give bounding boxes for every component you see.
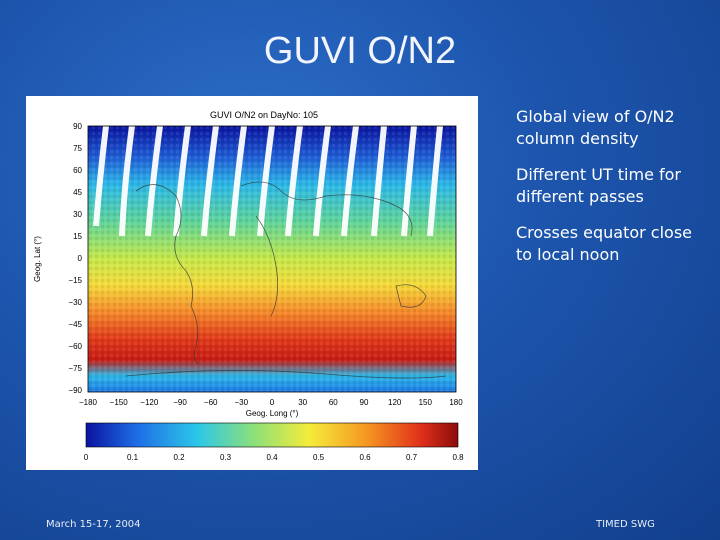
x-tick: −90 (173, 398, 187, 407)
x-tick: 30 (298, 398, 307, 407)
x-tick: 0 (270, 398, 275, 407)
figure-title: GUVI O/N2 on DayNo: 105 (210, 110, 318, 120)
y-tick: −45 (68, 320, 82, 329)
y-tick: 75 (73, 144, 82, 153)
x-tick: −150 (110, 398, 129, 407)
y-tick: 15 (73, 232, 82, 241)
x-tick: 180 (449, 398, 463, 407)
x-tick: 60 (329, 398, 338, 407)
slide-title: GUVI O/N2 (263, 30, 457, 72)
footer-label: TIMED SWG (596, 519, 655, 530)
y-tick: −90 (68, 386, 82, 395)
x-tick: 150 (419, 398, 433, 407)
bullet-item: Global view of O/N2 column density (516, 107, 675, 148)
x-axis-label: Geog. Long (°) (246, 409, 299, 418)
x-tick: −60 (204, 398, 218, 407)
colorbar-tick: 0.4 (266, 453, 278, 462)
map-area (87, 125, 457, 393)
coastlines (125, 181, 447, 379)
colorbar (85, 422, 459, 448)
y-tick: 90 (73, 122, 82, 131)
bullet-list: Global view of O/N2 column density Diffe… (516, 106, 706, 280)
colorbar-tick: 0.6 (359, 453, 371, 462)
y-axis-label: Geog. Lat (°) (33, 236, 42, 282)
map-plot: GUVI O/N2 on DayNo: 105 (33, 110, 464, 462)
y-tick: −60 (68, 342, 82, 351)
y-tick: 45 (73, 188, 82, 197)
orbit-gaps (93, 125, 443, 237)
colorbar-tick: 0.5 (313, 453, 325, 462)
x-tick: 90 (360, 398, 369, 407)
colorbar-tick: 0.3 (220, 453, 232, 462)
colorbar-tick: 0.1 (127, 453, 139, 462)
footer-date: March 15-17, 2004 (46, 519, 141, 530)
y-tick: 30 (73, 210, 82, 219)
y-tick: −15 (68, 276, 82, 285)
colorbar-tick: 0.7 (406, 453, 418, 462)
y-tick: −30 (68, 298, 82, 307)
y-tick: 0 (78, 254, 83, 263)
colorbar-tick: 0.8 (452, 453, 464, 462)
x-tick: 120 (388, 398, 402, 407)
x-tick: −180 (79, 398, 98, 407)
colorbar-tick: 0 (84, 453, 89, 462)
bullet-item: Different UT time for different passes (516, 165, 682, 206)
colorbar-tick: 0.2 (173, 453, 185, 462)
x-tick: −30 (235, 398, 249, 407)
x-tick: −120 (140, 398, 159, 407)
o-n2-map-figure: GUVI O/N2 on DayNo: 105 (26, 96, 478, 470)
y-tick: 60 (73, 166, 82, 175)
bullet-item: Crosses equator close to local noon (516, 223, 693, 264)
y-tick: −75 (68, 364, 82, 373)
